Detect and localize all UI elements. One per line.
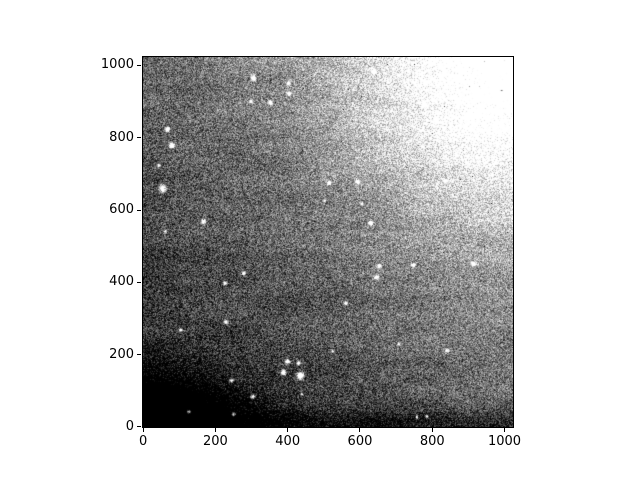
x-tick-mark (142, 428, 144, 432)
y-tick-mark (137, 209, 141, 211)
y-tick-mark (137, 64, 141, 66)
x-tick-mark (359, 428, 361, 432)
y-tick-label: 800 (109, 129, 134, 145)
image-canvas (143, 57, 513, 427)
y-tick-label: 400 (109, 274, 134, 290)
x-tick-mark (431, 428, 433, 432)
y-tick-mark (137, 426, 141, 428)
y-tick-label: 200 (109, 346, 134, 362)
plot-area (142, 56, 514, 428)
x-tick-mark (287, 428, 289, 432)
y-tick-label: 1000 (100, 57, 134, 73)
x-tick-label: 600 (347, 434, 373, 449)
y-tick-mark (137, 354, 141, 356)
y-tick-mark (137, 281, 141, 283)
x-tick-label: 200 (203, 434, 228, 449)
x-tick-mark (504, 428, 505, 432)
x-tick-label: 400 (275, 434, 301, 449)
y-tick-label: 600 (109, 202, 134, 218)
y-tick-label: 0 (125, 418, 134, 434)
x-tick-label: 1000 (487, 434, 522, 449)
y-tick-mark (137, 137, 141, 139)
x-tick-label: 0 (139, 434, 148, 449)
x-tick-mark (214, 428, 216, 432)
x-tick-label: 800 (419, 434, 445, 449)
